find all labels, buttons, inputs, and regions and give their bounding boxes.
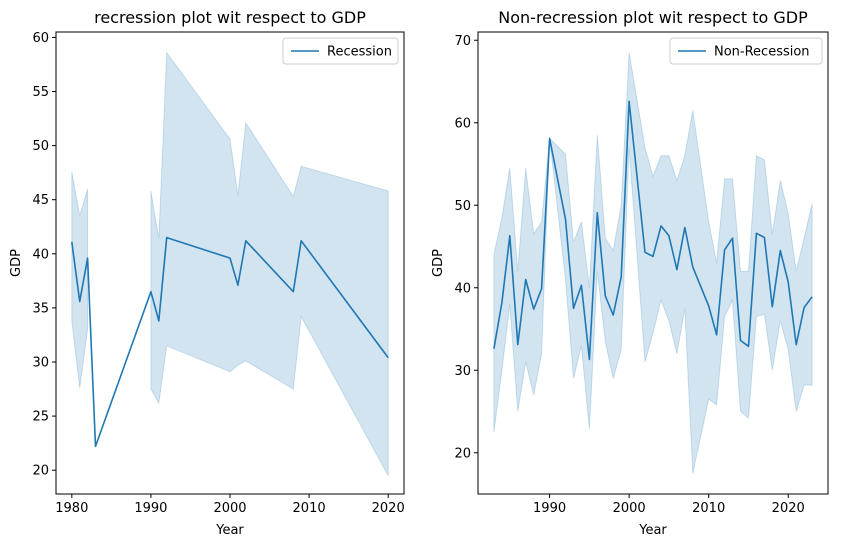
y-tick-label: 50 — [32, 139, 49, 154]
y-tick-label: 50 — [454, 199, 471, 214]
confidence-band-1 — [71, 171, 89, 389]
chart-title: recression plot wit respect to GDP — [94, 8, 366, 27]
legend-label: Non-Recession — [714, 45, 810, 60]
x-axis-label: Year — [638, 523, 667, 538]
series-line — [71, 236, 389, 448]
y-tick-label: 35 — [32, 301, 49, 316]
y-tick-label: 20 — [454, 446, 471, 461]
x-tick-label: 2000 — [213, 501, 246, 516]
x-tick-label: 2020 — [372, 501, 405, 516]
chart-2: Non-recression plot wit respect to GDP 19… — [431, 8, 829, 538]
y-axis-label: GDP — [9, 249, 24, 277]
y-tick-label: 40 — [32, 247, 49, 262]
confidence-band-1 — [493, 52, 813, 474]
y-tick-label: 55 — [32, 85, 49, 100]
x-axis-label: Year — [215, 523, 244, 538]
legend-box — [669, 37, 823, 65]
axes-frame — [477, 31, 829, 495]
series-line — [493, 100, 813, 361]
legend: Recession — [282, 37, 399, 65]
x-tick-label: 1990 — [533, 501, 566, 516]
x-tick-label: 2010 — [293, 501, 326, 516]
y-tick-label: 30 — [454, 364, 471, 379]
confidence-band-2 — [150, 51, 389, 476]
legend-label: Recession — [327, 45, 392, 60]
x-tick-label: 2020 — [772, 501, 805, 516]
y-tick-label: 30 — [32, 356, 49, 371]
chart-title: Non-recression plot wit respect to GDP — [498, 8, 808, 27]
y-axis-label: GDP — [431, 249, 446, 277]
x-tick-label: 2010 — [692, 501, 725, 516]
y-tick-label: 60 — [32, 31, 49, 46]
y-tick-label: 20 — [32, 464, 49, 479]
y-tick-label: 25 — [32, 410, 49, 425]
y-tick-label: 60 — [454, 116, 471, 131]
chart-1: recression plot wit respect to GDP 1980 19… — [9, 8, 405, 538]
y-tick-label: 40 — [454, 281, 471, 296]
x-tick-label: 1980 — [55, 501, 88, 516]
x-tick-label: 1990 — [134, 501, 167, 516]
legend-box — [282, 37, 399, 65]
legend: Non-Recession — [669, 37, 823, 65]
x-tick-label: 2000 — [613, 501, 646, 516]
y-tick-label: 45 — [32, 193, 49, 208]
y-tick-label: 70 — [454, 34, 471, 49]
